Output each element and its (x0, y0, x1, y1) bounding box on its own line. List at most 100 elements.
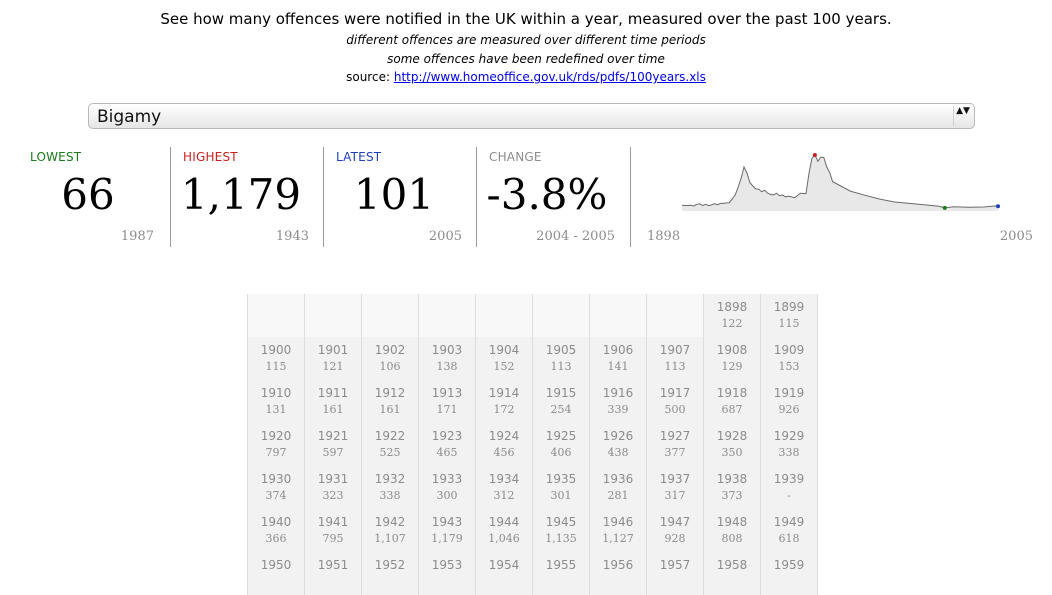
year-cell: 1946 1,127 (589, 509, 647, 552)
cell-year: 1943 (431, 515, 463, 529)
cell-year: 1930 (260, 472, 292, 486)
cell-year: 1911 (317, 386, 349, 400)
cell-count: 374 (265, 489, 287, 502)
cell-year: 1919 (773, 386, 805, 400)
cell-year: 1958 (716, 558, 748, 572)
cell-count: 301 (550, 489, 572, 502)
sparkline-highest-point (812, 153, 817, 157)
year-cell: 1927 377 (646, 423, 704, 466)
table-row: 1900 115 1901 121 1902 106 1903 138 1904 152 1905 1… (247, 337, 818, 380)
cell-year: 1920 (260, 429, 292, 443)
stat-highest: HIGHEST 1,179 1943 (170, 147, 311, 247)
year-cell: 1899 115 (760, 294, 818, 337)
cell-count: 339 (607, 403, 629, 416)
table-cell-empty (418, 294, 476, 337)
year-cell: 1921 597 (304, 423, 362, 466)
year-cell: 1902 106 (361, 337, 419, 380)
year-cell: 1929 338 (760, 423, 818, 466)
cell-year: 1905 (545, 343, 577, 357)
cell-count: 152 (493, 360, 515, 373)
year-cell: 1959 (760, 552, 818, 595)
cell-count: 115 (265, 360, 287, 373)
stat-latest-value: 101 (353, 170, 435, 219)
cell-year: 1917 (659, 386, 691, 400)
stat-latest-label: LATEST (336, 150, 382, 164)
cell-year: 1956 (602, 558, 634, 572)
year-cell: 1949 618 (760, 509, 818, 552)
cell-year: 1906 (602, 343, 634, 357)
cell-year: 1937 (659, 472, 691, 486)
cell-year: 1899 (773, 300, 805, 314)
select-arrows-icon: ▲▼ (953, 106, 972, 126)
stat-lowest-label: LOWEST (30, 150, 82, 164)
select-arrows-glyph: ▲▼ (956, 106, 970, 116)
year-cell: 1924 456 (475, 423, 533, 466)
cell-count: 1,135 (545, 532, 577, 545)
cell-count: 141 (607, 360, 629, 373)
cell-year: 1898 (716, 300, 748, 314)
table-cell-empty (532, 294, 590, 337)
year-cell: 1943 1,179 (418, 509, 476, 552)
year-cell: 1901 121 (304, 337, 362, 380)
year-cell: 1934 312 (475, 466, 533, 509)
year-cell: 1903 138 (418, 337, 476, 380)
year-cell: 1942 1,107 (361, 509, 419, 552)
cell-count: 106 (379, 360, 401, 373)
cell-year: 1927 (659, 429, 691, 443)
source-line: source: http://www.homeoffice.gov.uk/rds… (0, 69, 1052, 85)
year-cell: 1916 339 (589, 380, 647, 423)
cell-count: 525 (379, 446, 401, 459)
year-cell: 1948 808 (703, 509, 761, 552)
offence-select[interactable]: Bigamy ▲▼ (88, 103, 975, 129)
cell-year: 1957 (659, 558, 691, 572)
year-cell: 1955 (532, 552, 590, 595)
cell-count: 373 (721, 489, 743, 502)
year-cell: 1954 (475, 552, 533, 595)
cell-year: 1900 (260, 343, 292, 357)
cell-year: 1942 (374, 515, 406, 529)
year-cell: 1944 1,046 (475, 509, 533, 552)
cell-count: 797 (265, 446, 287, 459)
year-cell: 1926 438 (589, 423, 647, 466)
page-headline: See how many offences were notified in t… (160, 10, 892, 28)
stat-lowest-value: 66 (61, 170, 115, 219)
cell-year: 1939 (773, 472, 805, 486)
table-cell-empty (247, 294, 305, 337)
cell-year: 1936 (602, 472, 634, 486)
cell-year: 1947 (659, 515, 691, 529)
cell-year: 1913 (431, 386, 463, 400)
cell-count: 1,107 (374, 532, 406, 545)
year-cell: 1939 - (760, 466, 818, 509)
year-cell: 1957 (646, 552, 704, 595)
stat-change-period: 2004 - 2005 (536, 229, 615, 244)
stat-latest: LATEST 101 2005 (323, 147, 464, 247)
stat-lowest: LOWEST 66 1987 (18, 147, 158, 247)
year-cell: 1938 373 (703, 466, 761, 509)
stat-lowest-year: 1987 (120, 229, 154, 244)
cell-year: 1904 (488, 343, 520, 357)
sparkline-line (681, 154, 999, 209)
cell-count: 377 (664, 446, 686, 459)
table-cell-empty (475, 294, 533, 337)
source-link[interactable]: http://www.homeoffice.gov.uk/rds/pdfs/10… (393, 70, 706, 84)
year-cell: 1915 254 (532, 380, 590, 423)
cell-count: 338 (778, 446, 800, 459)
year-cell: 1945 1,135 (532, 509, 590, 552)
cell-count: 153 (778, 360, 800, 373)
year-cell: 1908 129 (703, 337, 761, 380)
cell-count: 300 (436, 489, 458, 502)
cell-year: 1923 (431, 429, 463, 443)
cell-year: 1951 (317, 558, 349, 572)
cell-count: 138 (436, 360, 458, 373)
year-cell: 1918 687 (703, 380, 761, 423)
cell-count: 928 (664, 532, 686, 545)
note-measured-periods: different offences are measured over dif… (346, 33, 706, 47)
cell-year: 1902 (374, 343, 406, 357)
cell-count: 323 (322, 489, 344, 502)
cell-count: 122 (721, 317, 743, 330)
year-cell: 1956 (589, 552, 647, 595)
table-cell-empty (589, 294, 647, 337)
year-cell: 1951 (304, 552, 362, 595)
year-cell: 1912 161 (361, 380, 419, 423)
cell-count: 618 (778, 532, 800, 545)
